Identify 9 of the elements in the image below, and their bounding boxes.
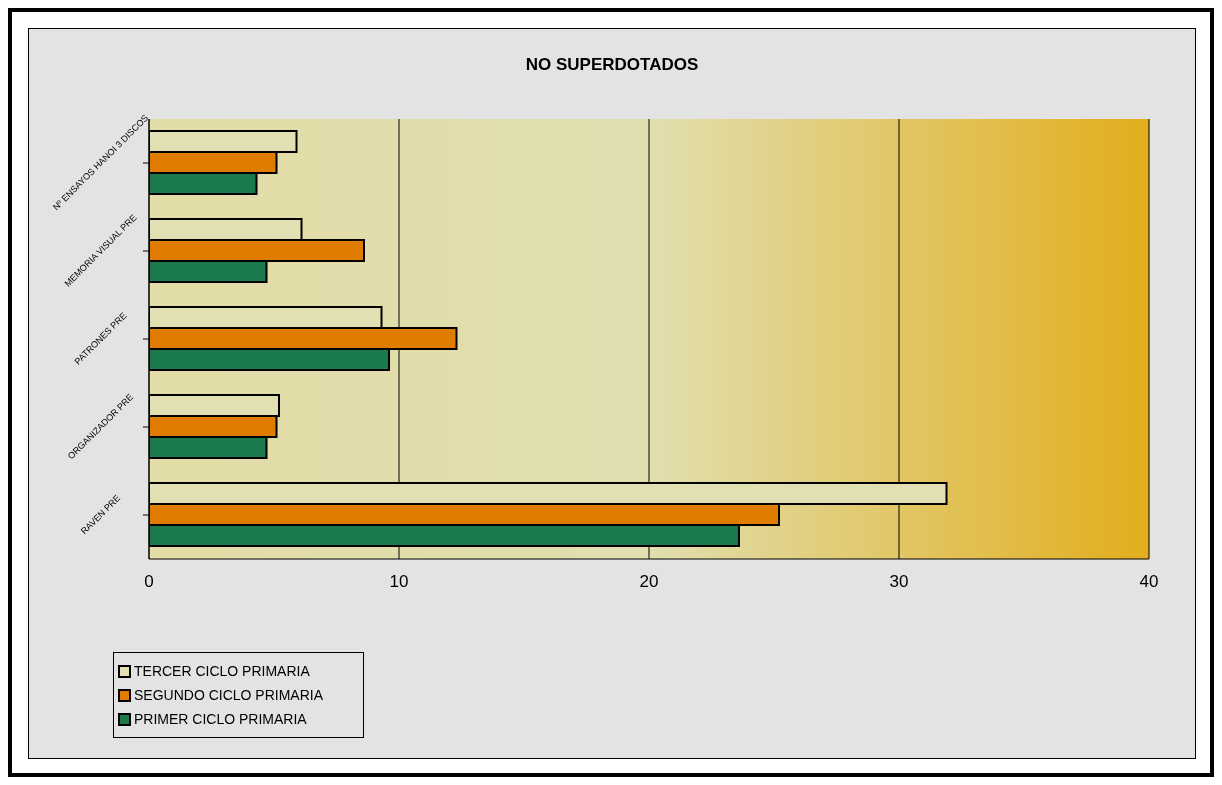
x-tick-label: 30 [889,572,909,592]
legend-label: TERCER CICLO PRIMARIA [134,662,310,681]
legend-label: SEGUNDO CICLO PRIMARIA [134,686,324,705]
legend-label: PRIMER CICLO PRIMARIA [134,710,307,729]
x-tick-label: 0 [144,572,154,592]
chart-title: NO SUPERDOTADOS [524,55,700,75]
x-tick-label: 20 [639,572,659,592]
x-tick-label: 40 [1139,572,1159,592]
x-tick-label: 10 [389,572,409,592]
